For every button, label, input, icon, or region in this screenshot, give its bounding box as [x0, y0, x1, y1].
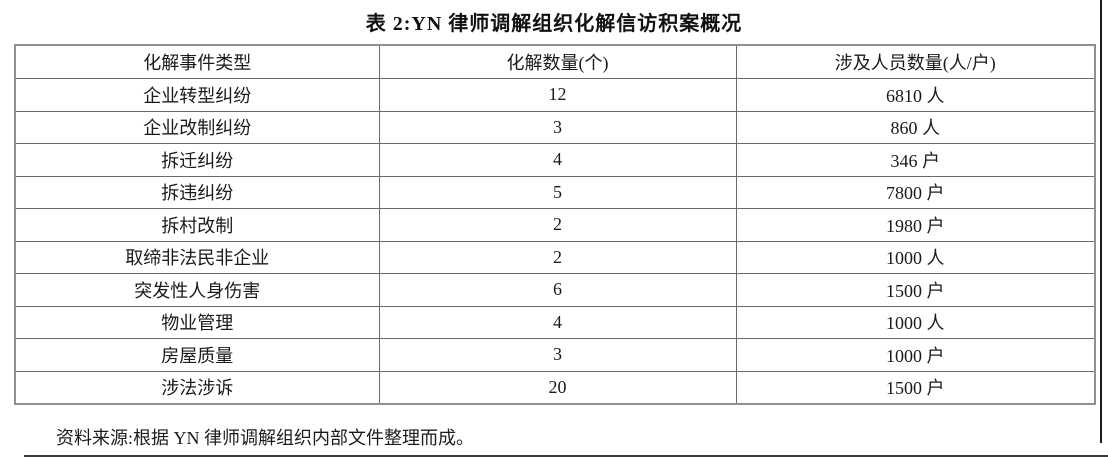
cell-event-type: 企业转型纠纷 — [14, 78, 380, 112]
table-row: 拆村改制 2 1980 户 — [14, 208, 1096, 242]
source-note: 资料来源:根据 YN 律师调解组织内部文件整理而成。 — [56, 428, 474, 448]
cell-resolved-count: 12 — [378, 78, 737, 112]
cell-people-involved: 1000 人 — [735, 240, 1096, 274]
page-title: 表 2:YN 律师调解组织化解信访积案概况 — [365, 13, 743, 35]
mediation-cases-table: 化解事件类型 化解数量(个) 涉及人员数量(人/户) 企业转型纠纷 12 681… — [14, 44, 1096, 405]
cell-event-type: 拆违纠纷 — [14, 175, 380, 209]
cell-resolved-count: 3 — [378, 338, 737, 372]
cell-people-involved: 7800 户 — [735, 175, 1096, 209]
table-row: 取缔非法民非企业 2 1000 人 — [14, 240, 1096, 274]
cell-event-type: 企业改制纠纷 — [14, 110, 380, 144]
cell-resolved-count: 4 — [378, 305, 737, 339]
table-row: 房屋质量 3 1000 户 — [14, 338, 1096, 372]
table-row: 拆迁纠纷 4 346 户 — [14, 143, 1096, 177]
table-row: 企业转型纠纷 12 6810 人 — [14, 78, 1096, 112]
column-header-event-type: 化解事件类型 — [14, 44, 380, 79]
page-edge-right-line — [1100, 0, 1102, 443]
table-row: 突发性人身伤害 6 1500 户 — [14, 273, 1096, 307]
cell-people-involved: 1000 户 — [735, 338, 1096, 372]
cell-resolved-count: 5 — [378, 175, 737, 209]
cell-event-type: 涉法涉诉 — [14, 370, 380, 405]
cell-people-involved: 6810 人 — [735, 78, 1096, 112]
cell-people-involved: 346 户 — [735, 143, 1096, 177]
cell-event-type: 拆村改制 — [14, 208, 380, 242]
cell-resolved-count: 2 — [378, 208, 737, 242]
cell-event-type: 取缔非法民非企业 — [14, 240, 380, 274]
cell-event-type: 物业管理 — [14, 305, 380, 339]
table-row: 涉法涉诉 20 1500 户 — [14, 370, 1096, 405]
cell-people-involved: 860 人 — [735, 110, 1096, 144]
cell-resolved-count: 3 — [378, 110, 737, 144]
cell-people-involved: 1980 户 — [735, 208, 1096, 242]
cell-people-involved: 1500 户 — [735, 370, 1096, 405]
cell-event-type: 拆迁纠纷 — [14, 143, 380, 177]
table-row: 企业改制纠纷 3 860 人 — [14, 110, 1096, 144]
cell-resolved-count: 4 — [378, 143, 737, 177]
header-row: 化解事件类型 化解数量(个) 涉及人员数量(人/户) — [14, 44, 1096, 79]
column-header-people-involved: 涉及人员数量(人/户) — [735, 44, 1096, 79]
cell-event-type: 突发性人身伤害 — [14, 273, 380, 307]
table-row: 物业管理 4 1000 人 — [14, 305, 1096, 339]
cell-people-involved: 1500 户 — [735, 273, 1096, 307]
cell-resolved-count: 2 — [378, 240, 737, 274]
table-row: 拆违纠纷 5 7800 户 — [14, 175, 1096, 209]
page-edge-bottom-line — [24, 455, 1108, 457]
cell-people-involved: 1000 人 — [735, 305, 1096, 339]
cell-resolved-count: 6 — [378, 273, 737, 307]
column-header-resolved-count: 化解数量(个) — [378, 44, 737, 79]
cell-resolved-count: 20 — [378, 370, 737, 405]
cell-event-type: 房屋质量 — [14, 338, 380, 372]
